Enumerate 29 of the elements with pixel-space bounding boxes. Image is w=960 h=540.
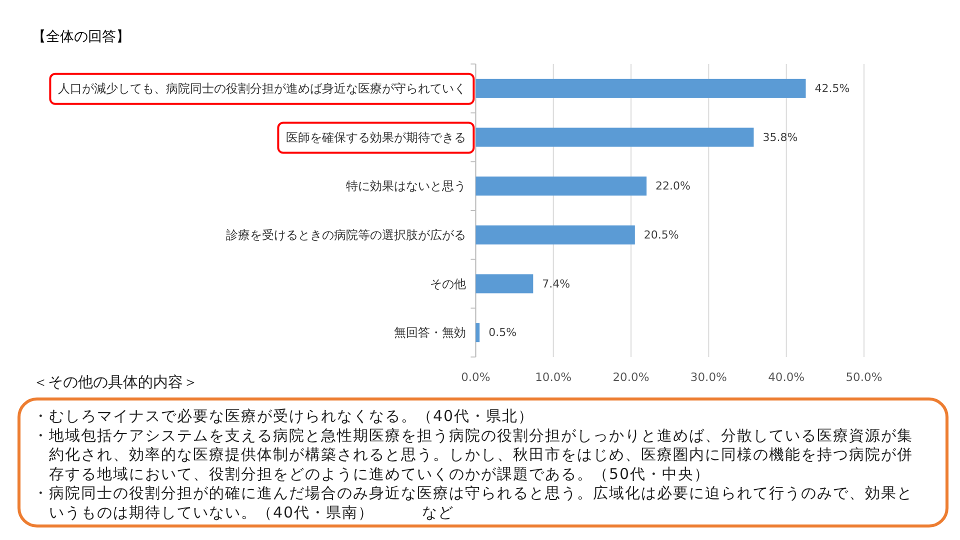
text: ＜その他の具体的内容＞	[33, 373, 198, 391]
data-label: 35.8%	[762, 130, 798, 144]
y-tick-label: 特に効果はないと思う	[346, 179, 466, 194]
x-tick-label: 20.0%	[612, 370, 650, 384]
y-tick-label: 診療を受けるときの病院等の選択肢が広がる	[226, 228, 466, 242]
bar	[476, 274, 534, 294]
x-tick-label: 30.0%	[690, 370, 728, 384]
bar	[476, 176, 647, 196]
x-tick-label: 10.0%	[535, 370, 572, 384]
data-label: 20.5%	[644, 228, 679, 242]
data-label: 0.5%	[488, 326, 517, 340]
bar	[476, 225, 635, 244]
text: 【全体の回答】	[32, 29, 130, 45]
bar	[476, 323, 480, 342]
x-tick-label: 0.0%	[461, 370, 490, 384]
text: ・むしろマイナスで必要な医療が受けられなくなる。（40代・県北）	[33, 407, 534, 425]
data-label: 7.4%	[542, 277, 570, 290]
text: ・地域包括ケアシステムを支える病院と急性期医療を担う病院の役割分担がしっかりと進めば、分散している医療資源が集約化され、効率的な医療提供体制が構築されると思う。しかし、秋田市をはじめ、医療圏内に同様の機能を持つ病院が併存する地域において、役割分担をどのように進めていくのかが課題である。（50代・中央）	[33, 426, 913, 483]
bar	[476, 78, 806, 98]
text: ・病院同士の役割分担が的確に進んだ場合のみ身近な医療は守られると思う。広域化は必要に迫られて行うのみで、効果というものは期待していない。（40代・県南） など	[33, 484, 913, 522]
bar	[476, 128, 754, 147]
y-tick-label: その他	[430, 276, 466, 291]
y-tick-label: 無回答・無効	[394, 326, 466, 340]
y-tick-label: 医師を確保する効果が期待できる	[286, 130, 466, 144]
data-label: 42.5%	[814, 82, 850, 95]
x-tick-label: 40.0%	[768, 370, 805, 384]
data-label: 22.0%	[656, 180, 691, 193]
y-tick-label: 人口が減少しても、病院同士の役割分担が進めば身近な医療が守られていく	[58, 81, 466, 96]
x-tick-label: 50.0%	[846, 370, 882, 384]
